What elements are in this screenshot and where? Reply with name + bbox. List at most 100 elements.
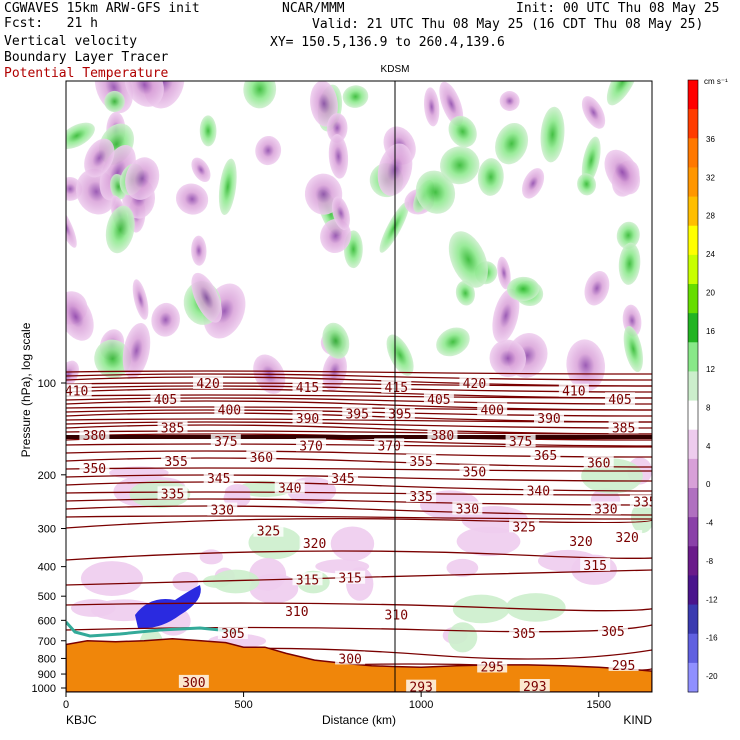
velocity-cell	[66, 292, 94, 341]
y-tick-label: 900	[38, 669, 56, 681]
colorbar-label: -8	[706, 557, 714, 566]
colorbar-frame	[687, 79, 699, 693]
colorbar-label: -20	[706, 672, 718, 681]
y-tick-label: 300	[38, 524, 56, 536]
theta-labels: 410 420 415 415 420 410 405 400 390 395 395 405 400 3…	[66, 376, 652, 692]
theta-label-bg	[406, 453, 437, 467]
theta-label: 305	[221, 627, 244, 642]
y-axis: 100 200 300 400 500 600 700 800 900 1000	[32, 378, 66, 695]
theta-label: 315	[296, 573, 319, 588]
theta-label-bg	[423, 392, 454, 406]
velocity-cell	[448, 622, 478, 653]
theta-contour	[66, 569, 652, 586]
theta-label: 390	[537, 412, 560, 427]
velocity-cell	[584, 271, 610, 306]
theta-label-bg	[427, 427, 458, 441]
field-boundary-layer-tracer: Boundary Layer Tracer	[4, 50, 169, 65]
velocity-cell	[66, 122, 95, 149]
colorbar-label: -4	[706, 519, 714, 528]
theta-label-bg	[150, 392, 181, 406]
velocity-cell	[497, 256, 511, 290]
velocity-cell	[326, 113, 348, 143]
theta-label-bg	[530, 447, 561, 461]
velocity-cell	[243, 81, 277, 109]
theta-label: 325	[257, 525, 280, 540]
theta-label: 415	[385, 381, 408, 396]
theta-label: 370	[377, 439, 400, 454]
theta-label-bg	[292, 379, 323, 393]
colorbar-swatch	[688, 109, 698, 139]
velocity-cell	[581, 136, 601, 185]
theta-label-bg	[384, 406, 415, 420]
theta-label-bg	[374, 438, 405, 452]
theta-label-bg	[328, 471, 359, 485]
valid-time: Valid: 21 UTC Thu 08 May 25 (16 CDT Thu …	[312, 17, 704, 32]
right-station-label: KIND	[623, 713, 652, 727]
velocity-cell	[439, 146, 480, 185]
theta-label-bg	[459, 376, 490, 389]
theta-label: 360	[250, 451, 273, 466]
theta-label-bg	[580, 557, 611, 571]
velocity-cell	[448, 231, 488, 288]
theta-label: 385	[161, 422, 184, 437]
theta-contour	[66, 450, 652, 458]
theta-label-bg	[157, 420, 188, 434]
velocity-cell	[175, 183, 209, 215]
theta-label-bg	[509, 625, 540, 639]
theta-label: 295	[480, 660, 503, 675]
vertical-velocity-shading	[66, 81, 652, 661]
theta-label-bg	[79, 427, 110, 441]
colorbar-swatch	[688, 604, 698, 635]
colorbar-swatch	[688, 400, 698, 431]
velocity-cell	[122, 322, 151, 379]
theta-label: 330	[211, 504, 234, 519]
y-tick-label: 600	[38, 615, 56, 627]
theta-contour	[66, 443, 652, 448]
theta-label-bg	[558, 383, 589, 397]
theta-label-bg	[281, 604, 312, 618]
velocity-cell	[423, 87, 440, 127]
theta-label: 320	[303, 537, 326, 552]
colorbar-swatch	[688, 458, 698, 489]
colorbar-swatch	[688, 575, 698, 606]
theta-label-bg	[296, 438, 327, 452]
theta-label-bg	[292, 410, 323, 424]
theta-label: 350	[463, 465, 486, 480]
theta-label-bg	[534, 410, 565, 424]
theta-contour	[66, 467, 652, 472]
velocity-cell	[212, 569, 260, 594]
velocity-cell	[84, 138, 115, 178]
velocity-cell	[386, 334, 414, 376]
theta-label: 390	[296, 412, 319, 427]
theta-label: 385	[612, 422, 635, 437]
theta-contour	[66, 424, 652, 435]
velocity-cell	[604, 149, 641, 195]
theta-label-bg	[335, 651, 366, 665]
theta-label: 325	[512, 520, 535, 535]
colorbar-swatch	[688, 284, 698, 314]
theta-label-bg	[210, 434, 241, 448]
colorbar-swatch	[688, 313, 698, 343]
colorbar-unit: cm s⁻¹	[704, 77, 728, 86]
colorbar-label: 32	[706, 173, 715, 182]
theta-contour	[66, 474, 652, 482]
theta-label-bg	[605, 392, 636, 406]
theta-label-bg	[335, 570, 366, 584]
theta-label-bg	[505, 434, 536, 448]
velocity-cell	[125, 157, 160, 200]
init-time: Init: 00 UTC Thu 08 May 25	[516, 1, 720, 16]
theta-label: 400	[480, 403, 503, 418]
y-tick-label: 500	[38, 591, 56, 603]
theta-label-bg	[608, 420, 639, 434]
theta-contour	[66, 370, 652, 375]
theta-label: 340	[278, 481, 301, 496]
theta-label-bg	[246, 450, 277, 464]
velocity-cell	[505, 593, 566, 622]
theta-label-bg	[203, 471, 234, 485]
velocity-cell	[623, 326, 643, 373]
theta-contour	[66, 515, 652, 520]
velocity-cell	[477, 158, 504, 196]
velocity-cell	[66, 360, 79, 389]
velocity-cell	[191, 272, 222, 323]
velocity-cell	[66, 177, 83, 201]
